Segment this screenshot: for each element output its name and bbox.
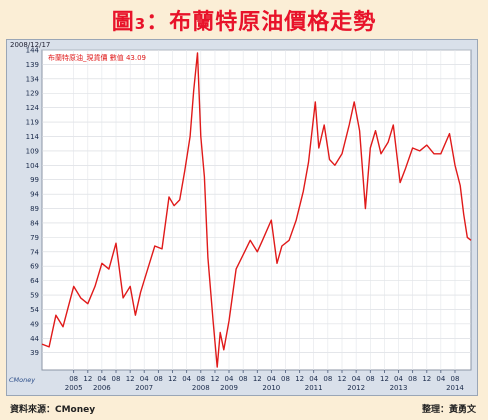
x-tick-label: 04	[140, 375, 149, 383]
y-tick-label: 59	[30, 292, 39, 300]
x-tick-label: 12	[126, 375, 135, 383]
x-year-label: 2010	[262, 384, 280, 392]
x-tick-label: 08	[239, 375, 248, 383]
x-tick-label: 08	[366, 375, 375, 383]
plot-area	[41, 49, 472, 371]
y-tick-label: 144	[26, 47, 40, 55]
date-stamp: 2008/12/17	[10, 41, 51, 49]
x-tick-label: 12	[168, 375, 177, 383]
chart-title: 圖3：布蘭特原油價格走勢	[0, 4, 488, 36]
y-tick-label: 54	[30, 306, 39, 314]
y-tick-label: 109	[26, 147, 39, 155]
x-tick-label: 12	[211, 375, 220, 383]
y-tick-label: 39	[30, 349, 39, 357]
y-tick-label: 74	[30, 248, 39, 256]
x-tick-label: 04	[352, 375, 361, 383]
x-tick-label: 08	[196, 375, 205, 383]
y-tick-label: 134	[26, 75, 40, 83]
x-year-label: 2005	[65, 384, 83, 392]
y-tick-label: 49	[30, 320, 39, 328]
y-tick-label: 69	[30, 263, 39, 271]
x-tick-label: 12	[83, 375, 92, 383]
x-tick-label: 12	[295, 375, 304, 383]
x-tick-label: 04	[182, 375, 191, 383]
x-tick-label: 08	[154, 375, 163, 383]
x-tick-label: 08	[112, 375, 121, 383]
x-tick-label: 12	[422, 375, 431, 383]
x-year-label: 2011	[305, 384, 323, 392]
x-year-label: 2012	[347, 384, 365, 392]
x-tick-label: 12	[380, 375, 389, 383]
chart-panel: 2008/12/17 144 139 134 129 124 119 114 109 104 99…	[6, 39, 478, 396]
watermark: CMoney	[9, 376, 35, 384]
x-year-label: 2013	[390, 384, 408, 392]
y-tick-label: 64	[30, 277, 39, 285]
x-year-label: 2014	[446, 384, 464, 392]
x-tick-label: 04	[267, 375, 276, 383]
x-year-label: 2008	[192, 384, 210, 392]
series-line	[41, 52, 472, 368]
x-tick-label: 08	[451, 375, 460, 383]
y-tick-label: 114	[26, 133, 40, 141]
line-chart: 144 139 134 129 124 119 114 109 104 99 94 89 84 79 74 6…	[9, 47, 472, 392]
y-tick-label: 99	[30, 176, 39, 184]
x-year-label: 2007	[135, 384, 153, 392]
y-tick-label: 119	[26, 119, 39, 127]
y-tick-label: 104	[26, 162, 40, 170]
y-tick-label: 79	[30, 234, 39, 242]
x-tick-label: 08	[281, 375, 290, 383]
y-tick-label: 124	[26, 104, 40, 112]
x-tick-label: 04	[394, 375, 403, 383]
y-tick-label: 94	[30, 191, 39, 199]
x-tick-label: 04	[436, 375, 445, 383]
y-tick-label: 44	[30, 335, 39, 343]
y-tick-label: 139	[26, 61, 39, 69]
x-year-label: 2006	[93, 384, 111, 392]
x-tick-label: 04	[97, 375, 106, 383]
legend-text: 布蘭特原油_現貨價 數值 43.09	[48, 53, 146, 62]
x-tick-label: 08	[323, 375, 332, 383]
title-number: 3	[134, 15, 147, 33]
x-tick-label: 08	[408, 375, 417, 383]
y-tick-label: 84	[30, 219, 39, 227]
y-tick-label: 129	[26, 90, 39, 98]
x-tick-label: 08	[69, 375, 78, 383]
x-tick-label: 12	[338, 375, 347, 383]
x-tick-label: 12	[253, 375, 262, 383]
y-tick-label: 89	[30, 205, 39, 213]
source-note: 資料來源：CMoney	[10, 405, 96, 415]
x-tick-label: 04	[225, 375, 234, 383]
x-year-label: 2009	[220, 384, 238, 392]
editor-note: 整理：黃勇文	[421, 405, 476, 415]
title-text: ：布蘭特原油價格走勢	[146, 10, 377, 35]
x-tick-label: 04	[309, 375, 318, 383]
title-prefix: 圖	[111, 10, 135, 35]
